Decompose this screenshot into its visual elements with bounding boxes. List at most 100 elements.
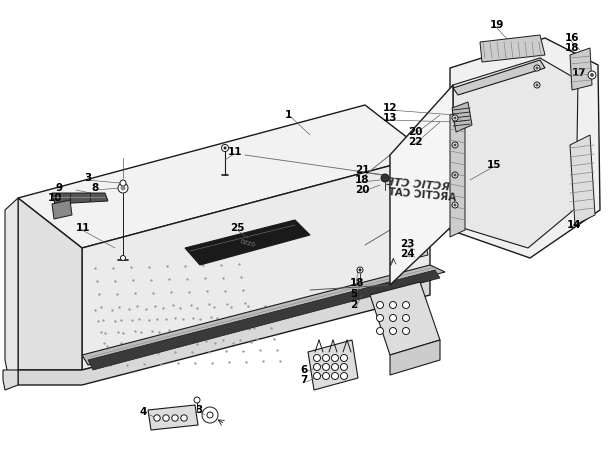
Polygon shape xyxy=(88,270,440,370)
Text: 14: 14 xyxy=(567,220,582,230)
Text: 3: 3 xyxy=(195,405,202,415)
Circle shape xyxy=(403,302,409,308)
Text: 12: 12 xyxy=(383,103,398,113)
Text: 19: 19 xyxy=(490,20,504,30)
Polygon shape xyxy=(5,198,18,375)
Circle shape xyxy=(172,415,178,421)
Circle shape xyxy=(454,117,456,119)
Polygon shape xyxy=(480,35,545,62)
Circle shape xyxy=(403,314,409,322)
Text: 15: 15 xyxy=(487,160,502,170)
Text: 6: 6 xyxy=(300,365,307,375)
Circle shape xyxy=(313,372,321,380)
Circle shape xyxy=(121,186,125,190)
Circle shape xyxy=(323,354,329,361)
Text: 23: 23 xyxy=(400,239,414,249)
Circle shape xyxy=(207,412,213,418)
Polygon shape xyxy=(390,85,453,285)
Circle shape xyxy=(452,172,458,178)
Circle shape xyxy=(163,415,169,421)
Polygon shape xyxy=(308,340,358,390)
Circle shape xyxy=(590,74,593,76)
Circle shape xyxy=(588,71,596,79)
Circle shape xyxy=(313,363,321,370)
Circle shape xyxy=(340,372,348,380)
Polygon shape xyxy=(185,220,310,265)
Polygon shape xyxy=(570,48,592,90)
Text: 11: 11 xyxy=(76,223,90,233)
Polygon shape xyxy=(450,38,600,258)
Text: 5: 5 xyxy=(350,289,357,299)
Polygon shape xyxy=(82,265,445,365)
Polygon shape xyxy=(148,405,198,430)
Text: 3: 3 xyxy=(84,173,91,183)
Text: 9: 9 xyxy=(55,183,62,193)
Circle shape xyxy=(536,67,538,69)
Circle shape xyxy=(332,354,338,361)
Circle shape xyxy=(194,397,200,403)
Circle shape xyxy=(357,267,363,273)
Text: 4: 4 xyxy=(140,407,147,417)
Circle shape xyxy=(452,142,458,148)
Text: 24: 24 xyxy=(400,249,415,259)
Circle shape xyxy=(376,302,384,308)
Text: 22: 22 xyxy=(408,137,422,147)
Circle shape xyxy=(202,407,218,423)
Text: 21: 21 xyxy=(355,165,370,175)
Text: 1: 1 xyxy=(285,110,292,120)
Text: 10: 10 xyxy=(48,193,62,203)
Circle shape xyxy=(381,174,389,182)
Circle shape xyxy=(376,327,384,334)
Text: 16: 16 xyxy=(565,33,579,43)
Circle shape xyxy=(376,314,384,322)
Circle shape xyxy=(181,415,187,421)
Text: ƎTƆ ƆITƆЯA: ƎTƆ ƆITƆЯA xyxy=(386,177,458,193)
Circle shape xyxy=(340,354,348,361)
Polygon shape xyxy=(390,340,440,375)
Circle shape xyxy=(222,144,229,152)
Circle shape xyxy=(120,256,125,260)
Polygon shape xyxy=(370,282,440,355)
Circle shape xyxy=(452,115,458,121)
Text: 20: 20 xyxy=(355,185,370,195)
Text: 11: 11 xyxy=(228,147,243,157)
Polygon shape xyxy=(18,280,430,385)
Text: 20: 20 xyxy=(408,127,422,137)
Circle shape xyxy=(454,204,456,206)
Text: 8: 8 xyxy=(91,183,98,193)
Circle shape xyxy=(340,363,348,370)
Polygon shape xyxy=(3,370,18,390)
Polygon shape xyxy=(393,240,428,263)
Text: 7: 7 xyxy=(300,375,307,385)
Circle shape xyxy=(403,327,409,334)
Text: 17: 17 xyxy=(572,68,587,78)
Polygon shape xyxy=(453,60,545,95)
Polygon shape xyxy=(52,193,108,204)
Circle shape xyxy=(332,372,338,380)
Circle shape xyxy=(332,363,338,370)
Circle shape xyxy=(389,314,397,322)
Circle shape xyxy=(154,415,160,421)
Circle shape xyxy=(120,180,126,186)
Circle shape xyxy=(389,327,397,334)
Text: 18: 18 xyxy=(565,43,579,53)
Text: 13: 13 xyxy=(383,113,398,123)
Polygon shape xyxy=(52,200,72,219)
Polygon shape xyxy=(18,198,82,370)
Polygon shape xyxy=(570,135,595,225)
Polygon shape xyxy=(450,110,465,237)
Text: 18: 18 xyxy=(355,175,370,185)
Circle shape xyxy=(454,174,456,176)
Text: TAƆ ƆITƆЯA: TAƆ ƆITƆЯA xyxy=(387,187,456,203)
Circle shape xyxy=(452,202,458,208)
Polygon shape xyxy=(453,58,578,248)
Circle shape xyxy=(323,372,329,380)
Circle shape xyxy=(389,302,397,308)
Circle shape xyxy=(536,84,538,86)
Circle shape xyxy=(454,144,456,146)
Circle shape xyxy=(224,147,226,149)
Circle shape xyxy=(534,82,540,88)
Text: 18: 18 xyxy=(350,278,365,288)
Text: ÖZZÖ: ÖZZÖ xyxy=(240,239,257,248)
Text: 2: 2 xyxy=(350,300,357,310)
